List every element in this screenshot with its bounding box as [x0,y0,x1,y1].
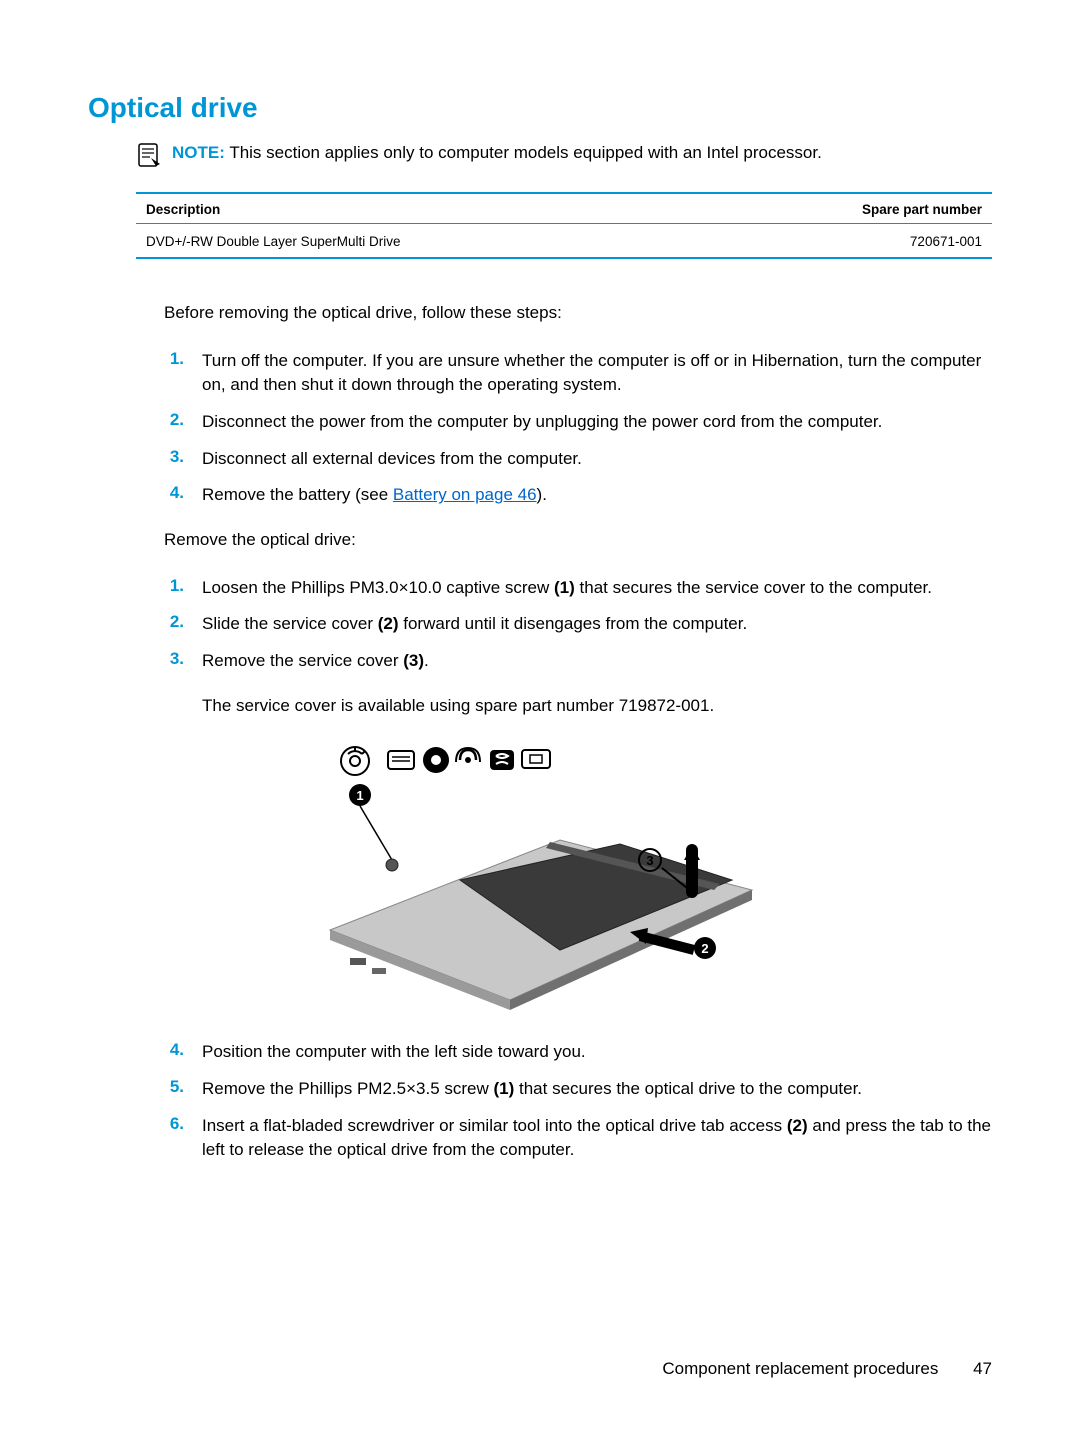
step-text: Position the computer with the left side… [202,1040,992,1065]
step-text: Disconnect the power from the computer b… [202,410,992,435]
callout-ref: (3) [403,651,424,670]
service-cover-figure: 1 3 2 [88,740,992,1010]
list-item: 2. Slide the service cover (2) forward u… [164,612,992,637]
list-item: 1. Loosen the Phillips PM3.0×10.0 captiv… [164,576,992,601]
step-text: Remove the battery (see Battery on page … [202,483,992,508]
remove-steps-cont: 4. Position the computer with the left s… [164,1040,992,1163]
list-item: 6. Insert a flat-bladed screwdriver or s… [164,1114,992,1163]
callout-ref: (2) [787,1116,808,1135]
step-text: Remove the service cover (3). [202,649,992,674]
step-text: Loosen the Phillips PM3.0×10.0 captive s… [202,576,992,601]
note-label: NOTE: [172,143,225,162]
step-number: 4. [164,483,184,508]
part-number: 720671-001 [910,234,982,249]
parts-table-header: Description Spare part number [136,194,992,224]
step-number: 1. [164,576,184,601]
col-description: Description [146,202,220,217]
step-number: 5. [164,1077,184,1102]
step-text: Insert a flat-bladed screwdriver or simi… [202,1114,992,1163]
prep-steps: 1. Turn off the computer. If you are uns… [164,349,992,508]
page-footer: Component replacement procedures 47 [662,1359,992,1379]
step-number: 3. [164,447,184,472]
note-body: This section applies only to computer mo… [229,143,822,162]
callout-ref: (1) [494,1079,515,1098]
step-text-prefix: Remove the battery (see [202,485,393,504]
page-number: 47 [973,1359,992,1378]
note-icon [136,142,162,168]
note-text: NOTE: This section applies only to compu… [172,142,822,165]
svg-text:1: 1 [356,788,363,803]
step-text: Disconnect all external devices from the… [202,447,992,472]
step-number: 2. [164,410,184,435]
step-text: Remove the Phillips PM2.5×3.5 screw (1) … [202,1077,992,1102]
step-number: 4. [164,1040,184,1065]
list-item: 4. Remove the battery (see Battery on pa… [164,483,992,508]
intro-remove: Remove the optical drive: [164,528,992,552]
step-text-suffix: ). [537,485,547,504]
parts-table: Description Spare part number DVD+/-RW D… [136,192,992,259]
step-number: 2. [164,612,184,637]
svg-text:2: 2 [701,941,708,956]
note-callout: NOTE: This section applies only to compu… [136,142,992,168]
part-description: DVD+/-RW Double Layer SuperMulti Drive [146,234,400,249]
step-number: 1. [164,349,184,398]
col-spare-part: Spare part number [862,202,982,217]
step-text: Turn off the computer. If you are unsure… [202,349,992,398]
step-text: Slide the service cover (2) forward unti… [202,612,992,637]
svg-text:3: 3 [646,853,653,868]
parts-table-row: DVD+/-RW Double Layer SuperMulti Drive 7… [136,224,992,257]
list-item: 1. Turn off the computer. If you are uns… [164,349,992,398]
step-number: 3. [164,649,184,674]
battery-link[interactable]: Battery on page 46 [393,485,537,504]
step-number: 6. [164,1114,184,1163]
intro-before-removing: Before removing the optical drive, follo… [164,301,992,325]
service-cover-note: The service cover is available using spa… [202,694,992,719]
list-item: 4. Position the computer with the left s… [164,1040,992,1065]
list-item: 2. Disconnect the power from the compute… [164,410,992,435]
remove-steps: 1. Loosen the Phillips PM3.0×10.0 captiv… [164,576,992,674]
callout-ref: (1) [554,578,575,597]
list-item: 3. Remove the service cover (3). [164,649,992,674]
callout-ref: (2) [378,614,399,633]
list-item: 5. Remove the Phillips PM2.5×3.5 screw (… [164,1077,992,1102]
section-heading: Optical drive [88,92,992,124]
footer-label: Component replacement procedures [662,1359,938,1378]
list-item: 3. Disconnect all external devices from … [164,447,992,472]
